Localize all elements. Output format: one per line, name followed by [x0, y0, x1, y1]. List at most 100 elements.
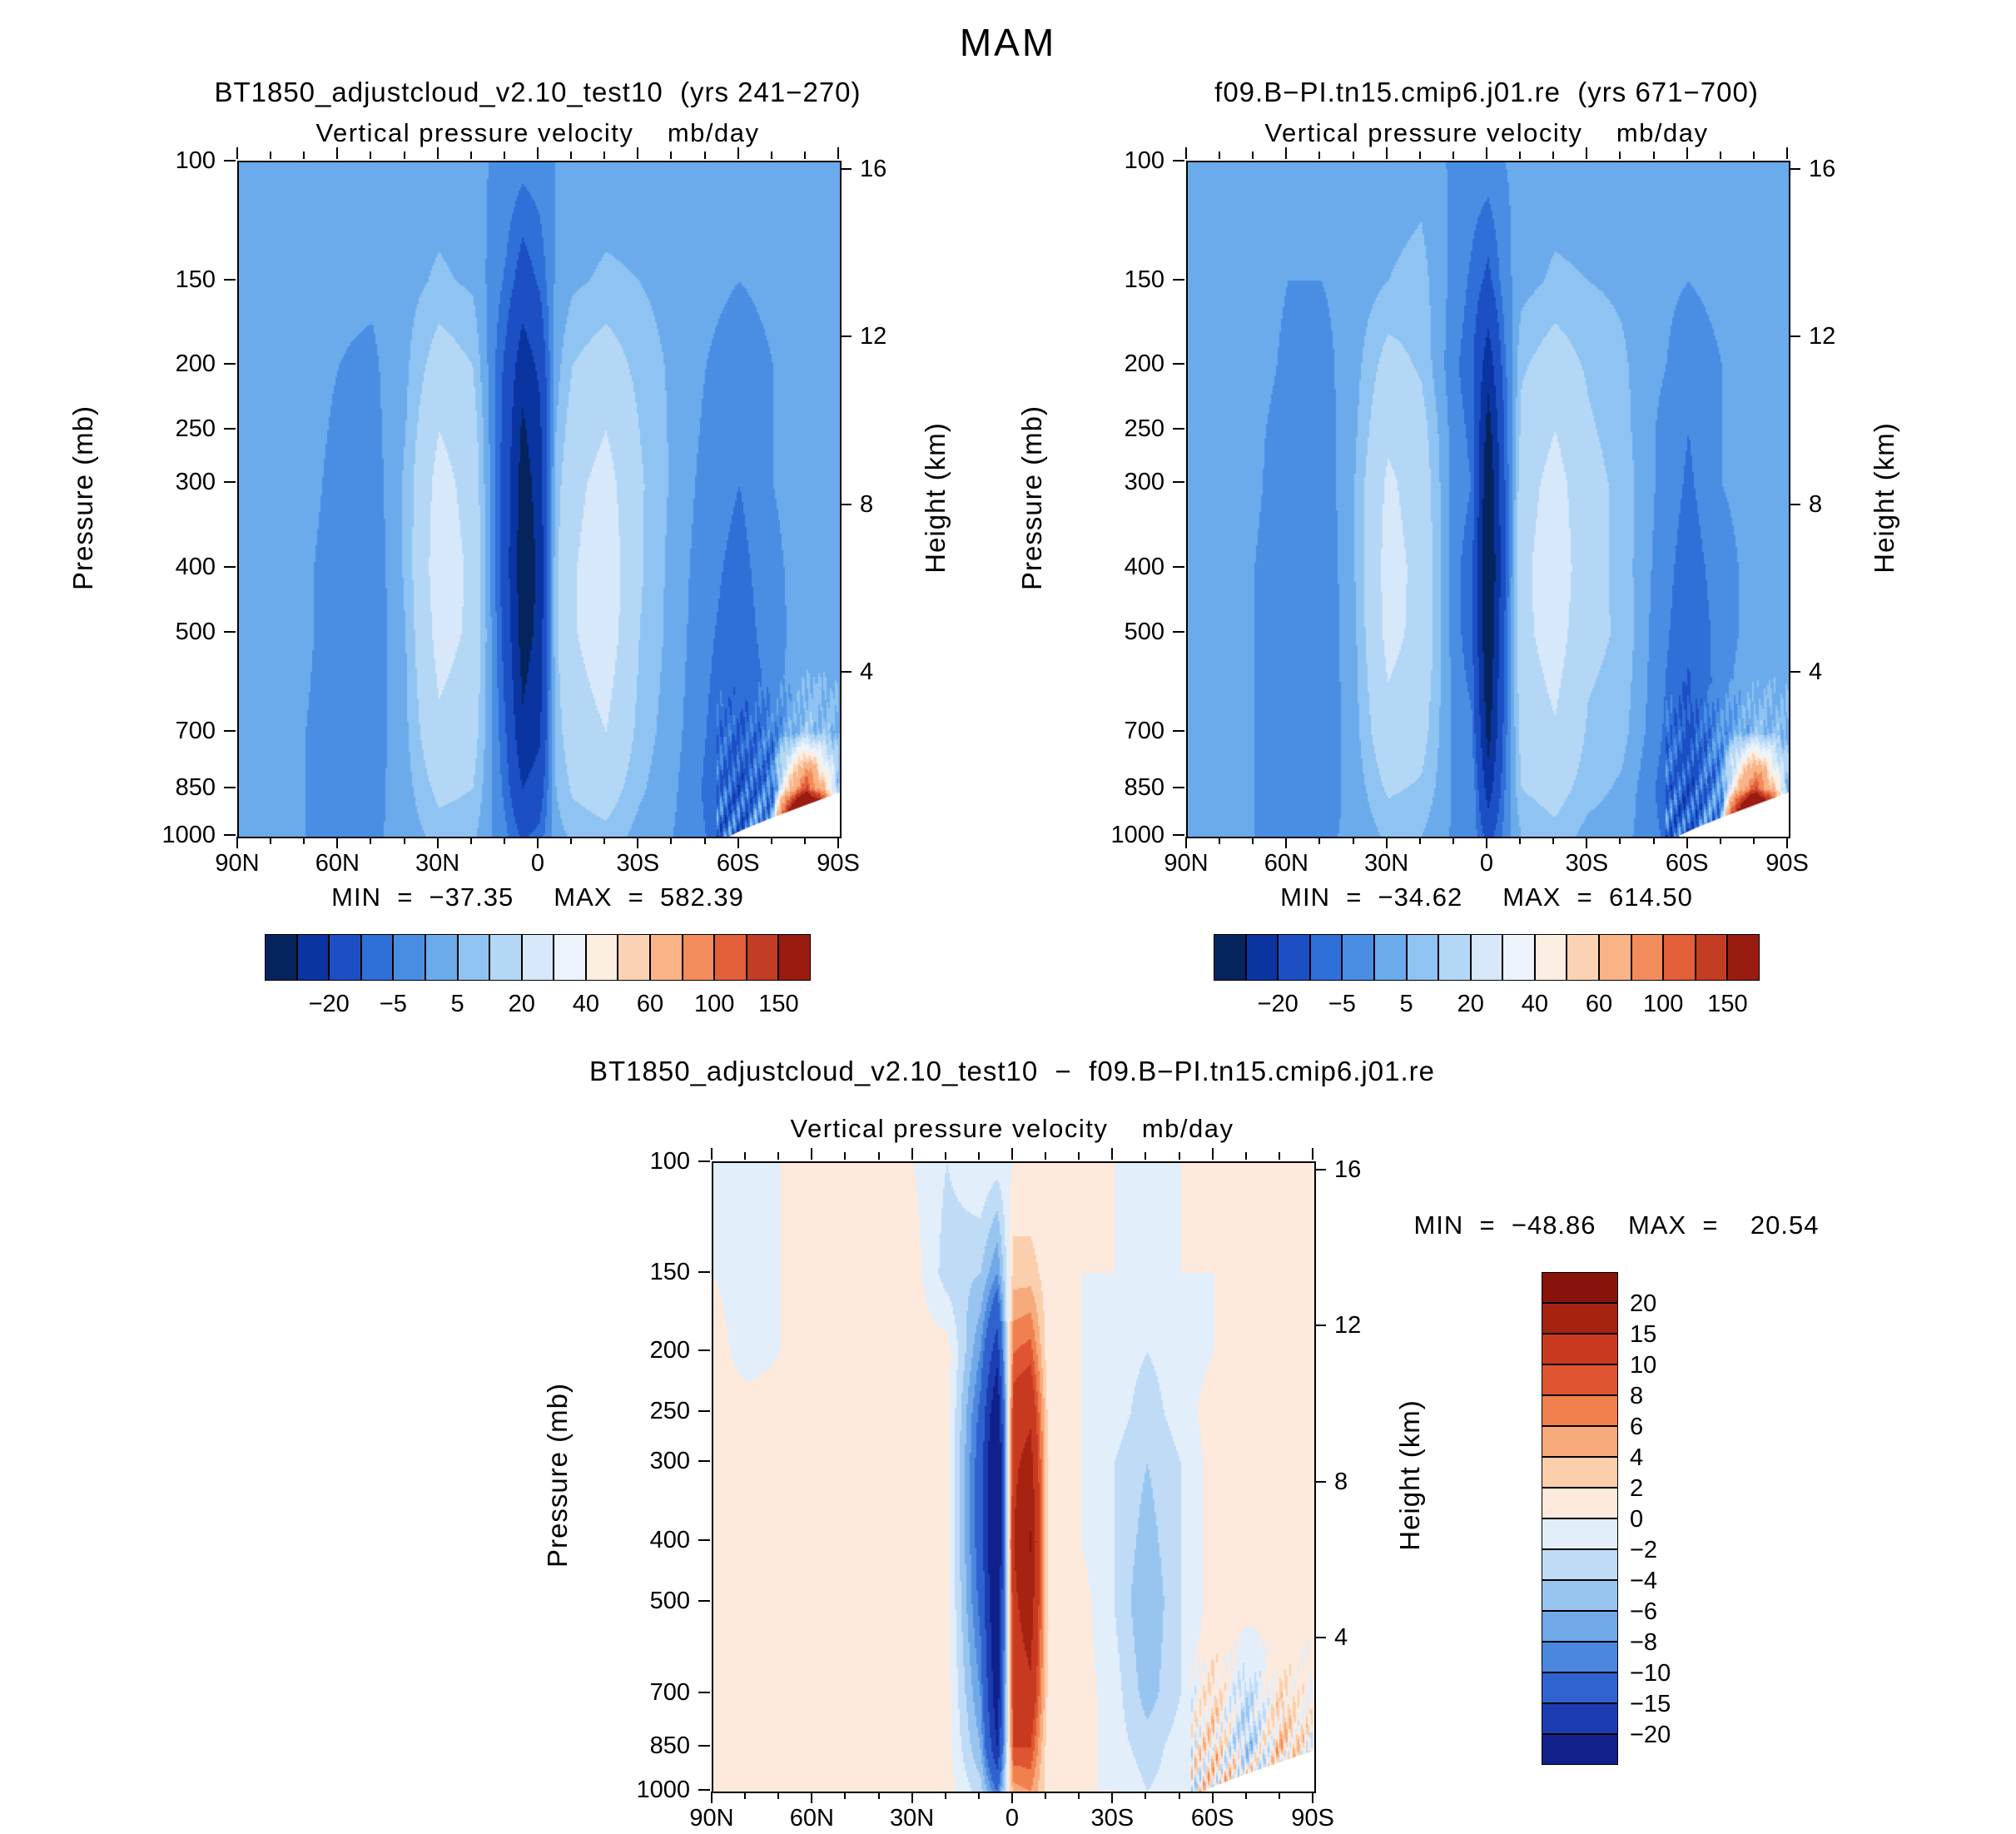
axis-tick [703, 152, 706, 159]
axis-tick [236, 147, 238, 159]
colorbar-cell [1542, 1672, 1618, 1703]
axis-tick [1078, 1792, 1080, 1799]
axis-tick [737, 147, 739, 159]
colorbar-tick-label: 40 [1521, 991, 1548, 1017]
axis-tick [1686, 837, 1688, 848]
latitude-tick-label: 90S [1765, 850, 1809, 877]
colorbar-cell [1663, 934, 1696, 981]
axis-tick [1552, 152, 1555, 159]
colorbar-cell [1502, 934, 1535, 981]
pressure-tick-label: 100 [649, 1148, 690, 1175]
axis-tick [711, 1148, 713, 1160]
latitude-tick-label: 0 [1479, 850, 1494, 877]
axis-tick [537, 837, 539, 848]
axis-tick [236, 837, 238, 848]
axis-tick [303, 152, 305, 159]
axis-tick [1352, 837, 1354, 844]
axis-tick [1173, 834, 1184, 836]
axis-tick [1314, 1168, 1326, 1170]
colorbar-cell [489, 934, 522, 981]
height-tick-label: 4 [1809, 658, 1823, 685]
axis-tick [1789, 670, 1800, 673]
axis-tick [1619, 837, 1621, 844]
latitude-tick-label: 30S [616, 850, 660, 877]
pressure-tick-label: 150 [175, 266, 216, 293]
axis-tick [977, 1152, 980, 1160]
axis-tick [811, 1792, 813, 1803]
latitude-tick-label: 60N [789, 1805, 834, 1832]
axis-tick [711, 1792, 713, 1803]
pressure-tick-label: 500 [649, 1587, 690, 1614]
panel-a-colorbar [265, 934, 811, 981]
axis-tick [224, 428, 236, 430]
colorbar-cell [1542, 1303, 1618, 1334]
colorbar-cell [554, 934, 586, 981]
pressure-tick-label: 150 [1124, 266, 1164, 293]
axis-tick [1173, 278, 1184, 281]
pressure-tick-label: 400 [1124, 553, 1164, 580]
colorbar-cell [425, 934, 458, 981]
panel-b-title: f09.B−PI.tn15.cmip6.j01.re (yrs 671−700) [1214, 77, 1759, 107]
height-tick-label: 12 [860, 323, 887, 350]
colorbar-tick-label: 20 [1457, 991, 1484, 1017]
colorbar-cell [682, 934, 715, 981]
axis-tick [1011, 1148, 1013, 1160]
height-tick-label: 12 [1334, 1312, 1362, 1339]
axis-tick [911, 1148, 913, 1160]
axis-tick [1452, 837, 1454, 844]
colorbar-cell [329, 934, 361, 981]
height-tick-label: 4 [1334, 1623, 1348, 1651]
colorbar-cell [746, 934, 779, 981]
axis-tick [1252, 152, 1254, 159]
axis-tick [537, 147, 539, 159]
axis-tick [770, 152, 772, 159]
colorbar-tick-label: 100 [694, 991, 735, 1017]
axis-tick [1111, 1792, 1114, 1803]
axis-tick [224, 565, 236, 568]
height-tick-label: 12 [1809, 323, 1836, 350]
axis-tick [1452, 152, 1454, 159]
axis-tick [224, 362, 236, 365]
axis-tick [1285, 147, 1288, 159]
axis-tick [1486, 837, 1487, 848]
axis-tick [1385, 147, 1388, 159]
axis-tick [469, 837, 472, 844]
panel-b-plot [1186, 161, 1790, 838]
colorbar-tick-label: 0 [1630, 1506, 1644, 1533]
axis-tick [1173, 565, 1184, 568]
axis-tick [698, 1161, 710, 1162]
panel-a-contour-canvas [239, 162, 840, 837]
colorbar-tick-label: −8 [1630, 1629, 1658, 1656]
colorbar-tick-label: 100 [1643, 991, 1684, 1017]
colorbar-cell [1245, 934, 1279, 981]
pressure-tick-label: 850 [649, 1732, 690, 1759]
latitude-tick-label: 30S [1090, 1805, 1135, 1832]
pressure-tick-label: 500 [1124, 619, 1164, 646]
colorbar-tick-label: 2 [1630, 1475, 1644, 1502]
pressure-tick-label: 700 [175, 717, 216, 744]
colorbar-cell [714, 934, 747, 981]
colorbar-cell [1542, 1488, 1618, 1518]
colorbar-tick-label: 60 [1585, 991, 1613, 1017]
height-tick-label: 8 [1334, 1468, 1348, 1495]
panel-b-colorbar [1214, 934, 1760, 981]
latitude-tick-label: 90N [689, 1805, 734, 1832]
latitude-tick-label: 60S [716, 850, 760, 877]
colorbar-cell [1542, 1580, 1618, 1611]
axis-tick [1178, 1792, 1180, 1799]
axis-tick [944, 1152, 946, 1160]
axis-tick [1173, 160, 1184, 162]
axis-tick [670, 837, 673, 844]
colorbar-cell [296, 934, 330, 981]
axis-tick [840, 335, 852, 338]
height-tick-label: 16 [1334, 1156, 1362, 1183]
axis-tick [1752, 152, 1755, 159]
colorbar-cell [1727, 934, 1760, 981]
axis-tick [224, 729, 236, 732]
pressure-tick-label: 500 [175, 619, 216, 646]
latitude-tick-label: 60N [315, 850, 360, 877]
axis-tick [436, 837, 439, 848]
axis-tick [1173, 362, 1184, 365]
axis-tick [1178, 1152, 1180, 1160]
pressure-tick-label: 250 [1124, 415, 1164, 443]
